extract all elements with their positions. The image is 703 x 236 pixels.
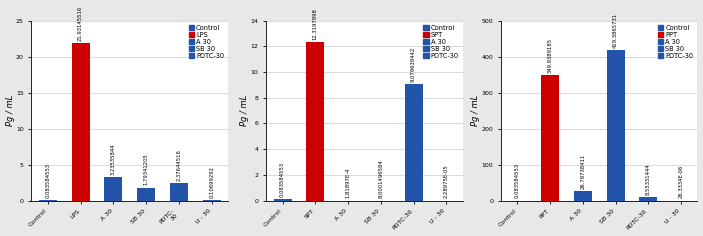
Bar — [405, 84, 423, 201]
Y-axis label: Pg / mL: Pg / mL — [6, 95, 15, 126]
Legend: Control, LPS, A 30, SB 30, PDTC-30: Control, LPS, A 30, SB 30, PDTC-30 — [188, 24, 225, 59]
Bar — [72, 43, 89, 201]
Text: 1.81897E-4: 1.81897E-4 — [346, 168, 351, 198]
Bar — [202, 200, 221, 201]
Text: 0.083584553: 0.083584553 — [280, 162, 285, 197]
Bar — [273, 199, 292, 201]
Bar — [39, 200, 57, 201]
Bar — [137, 188, 155, 201]
Bar — [607, 50, 624, 201]
Text: 0.083584553: 0.083584553 — [45, 163, 51, 198]
Bar — [307, 42, 324, 201]
Text: 26.78738411: 26.78738411 — [580, 153, 586, 189]
Text: 2.28975E-05: 2.28975E-05 — [444, 165, 449, 198]
Bar — [639, 198, 657, 201]
Text: 12.3197898: 12.3197898 — [313, 8, 318, 40]
Legend: Control, PPT, A 30, SB 30, PDTC-30: Control, PPT, A 30, SB 30, PDTC-30 — [657, 24, 694, 59]
Text: 3.23535844: 3.23535844 — [111, 143, 116, 175]
Y-axis label: Pg / mL: Pg / mL — [471, 95, 480, 126]
Bar — [541, 75, 559, 201]
Y-axis label: Pg / mL: Pg / mL — [240, 95, 250, 126]
Text: 349.9389185: 349.9389185 — [548, 37, 553, 72]
Text: 8.0001496584: 8.0001496584 — [378, 160, 383, 198]
Text: 26.3334E-06: 26.3334E-06 — [678, 165, 683, 198]
Bar — [104, 177, 122, 201]
Text: 9.079639442: 9.079639442 — [411, 46, 416, 82]
Text: 419.3865731: 419.3865731 — [613, 13, 618, 47]
Text: 0.083584553: 0.083584553 — [515, 163, 520, 198]
Bar — [170, 183, 188, 201]
Text: 1.79341205: 1.79341205 — [143, 154, 148, 185]
Text: 21.93145516: 21.93145516 — [78, 5, 83, 41]
Text: 8.55331444: 8.55331444 — [646, 164, 651, 195]
Text: 2.37644516: 2.37644516 — [176, 149, 181, 181]
Bar — [574, 191, 592, 201]
Text: 0.10699292: 0.10699292 — [209, 166, 214, 198]
Legend: Control, SPT, A 30, SB 30, PDTC-30: Control, SPT, A 30, SB 30, PDTC-30 — [423, 24, 460, 59]
